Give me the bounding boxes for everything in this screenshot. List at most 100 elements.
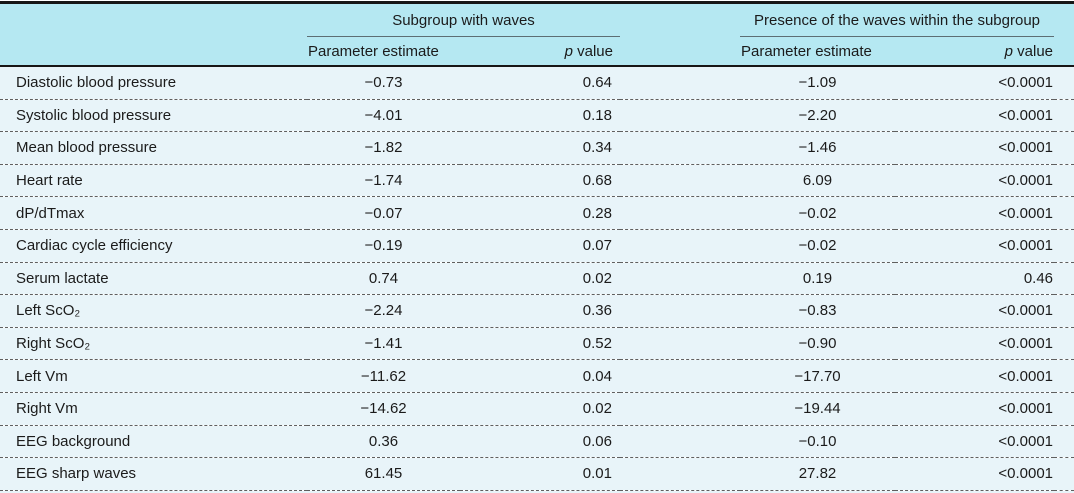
edge-cell	[1054, 392, 1074, 426]
table-row: EEG sharp waves 61.45 0.01 27.82 <0.0001	[0, 457, 1074, 491]
table-body: Diastolic blood pressure −0.73 0.64 −1.0…	[0, 66, 1074, 493]
gap-cell	[620, 392, 740, 426]
gap-cell	[620, 2, 740, 37]
p-value-1: 0.68	[460, 164, 620, 198]
edge-cell	[1054, 490, 1074, 493]
p-value-1: 0.18	[460, 99, 620, 133]
p-value-1: 0.01	[460, 457, 620, 491]
edge-cell	[1054, 425, 1074, 459]
corner-cell	[0, 36, 307, 67]
group-header-subgroup-with-waves: Subgroup with waves	[307, 2, 620, 37]
p-value-2: <0.0001	[895, 196, 1055, 230]
parameter-estimate-1-value: −2.24	[307, 294, 460, 328]
parameter-estimate-2-value: −0.02	[740, 196, 895, 230]
edge-cell	[1054, 327, 1074, 361]
row-label: Systolic blood pressure	[0, 99, 307, 133]
gap-cell	[620, 457, 740, 491]
edge-cell	[1054, 2, 1074, 37]
row-label: Cardiac cycle efficiency	[0, 229, 307, 263]
table-row: Serum lactate 0.74 0.02 0.19 0.46	[0, 262, 1074, 296]
row-label: SrO₂	[0, 490, 307, 493]
row-label: Heart rate	[0, 164, 307, 198]
row-label: dP/dTmax	[0, 196, 307, 230]
gap-cell	[620, 359, 740, 393]
group-header-row: Subgroup with waves Presence of the wave…	[0, 2, 1074, 37]
p-value-2: 0.46	[895, 262, 1055, 296]
p-value-2: <0.0001	[895, 99, 1055, 133]
corner-cell	[0, 2, 307, 37]
gap-cell	[620, 131, 740, 165]
parameter-estimate-1-value: 0.74	[307, 262, 460, 296]
gap-cell	[620, 490, 740, 493]
table-row: SrO₂ −3.19 0.18 −2.46 <0.0001	[0, 490, 1074, 493]
parameter-estimate-2-value: −17.70	[740, 359, 895, 393]
p-italic: p	[564, 42, 573, 60]
row-label: Left Vm	[0, 359, 307, 393]
p-value-1: 0.06	[460, 425, 620, 459]
sub-header-row: Parameter estimate p value Parameter est…	[0, 36, 1074, 67]
edge-cell	[1054, 131, 1074, 165]
parameter-estimate-1-value: 61.45	[307, 457, 460, 491]
p-value-1: 0.02	[460, 392, 620, 426]
p-value-2: <0.0001	[895, 359, 1055, 393]
parameter-estimate-1-value: −1.82	[307, 131, 460, 165]
parameter-estimate-2-value: −2.20	[740, 99, 895, 133]
parameter-estimate-1-value: −4.01	[307, 99, 460, 133]
parameter-estimate-1-value: −14.62	[307, 392, 460, 426]
parameter-estimate-1-value: −11.62	[307, 359, 460, 393]
p-value-1: 0.64	[460, 66, 620, 100]
edge-cell	[1054, 457, 1074, 491]
edge-cell	[1054, 36, 1074, 67]
p-value-2: <0.0001	[895, 131, 1055, 165]
edge-cell	[1054, 359, 1074, 393]
p-value-1: 0.02	[460, 262, 620, 296]
row-label: Right Vm	[0, 392, 307, 426]
parameter-estimate-2-value: −0.90	[740, 327, 895, 361]
p-value-2: <0.0001	[895, 229, 1055, 263]
edge-cell	[1054, 294, 1074, 328]
p-value-1: 0.34	[460, 131, 620, 165]
p-value-2: <0.0001	[895, 164, 1055, 198]
col-header-p-value-2: p value	[895, 36, 1055, 67]
gap-cell	[620, 229, 740, 263]
parameter-estimate-2-value: −2.46	[740, 490, 895, 493]
table-row: dP/dTmax −0.07 0.28 −0.02 <0.0001	[0, 196, 1074, 230]
edge-cell	[1054, 196, 1074, 230]
p-value-2: <0.0001	[895, 66, 1055, 100]
p-value-2: <0.0001	[895, 425, 1055, 459]
col-header-parameter-estimate-1: Parameter estimate	[307, 36, 460, 67]
edge-cell	[1054, 229, 1074, 263]
row-label: Mean blood pressure	[0, 131, 307, 165]
gap-cell	[620, 425, 740, 459]
table-row: Mean blood pressure −1.82 0.34 −1.46 <0.…	[0, 131, 1074, 165]
p-value-1: 0.07	[460, 229, 620, 263]
table-row: Left Vm −11.62 0.04 −17.70 <0.0001	[0, 359, 1074, 393]
table-row: Right ScO₂ −1.41 0.52 −0.90 <0.0001	[0, 327, 1074, 361]
table-row: Right Vm −14.62 0.02 −19.44 <0.0001	[0, 392, 1074, 426]
col-header-p-value-1: p value	[460, 36, 620, 67]
parameter-estimate-1-value: −3.19	[307, 490, 460, 493]
parameter-estimate-2-value: −1.09	[740, 66, 895, 100]
edge-cell	[1054, 262, 1074, 296]
group-header-presence-of-waves: Presence of the waves within the subgrou…	[740, 2, 1055, 37]
parameter-estimate-1-value: −1.74	[307, 164, 460, 198]
table-row: Heart rate −1.74 0.68 6.09 <0.0001	[0, 164, 1074, 198]
p-value-2: <0.0001	[895, 490, 1055, 493]
p-value-2: <0.0001	[895, 294, 1055, 328]
table-row: Cardiac cycle efficiency −0.19 0.07 −0.0…	[0, 229, 1074, 263]
gap-cell	[620, 196, 740, 230]
gap-cell	[620, 327, 740, 361]
parameter-estimate-2-value: 0.19	[740, 262, 895, 296]
gap-cell	[620, 294, 740, 328]
gap-cell	[620, 66, 740, 100]
p-value-1: 0.18	[460, 490, 620, 493]
parameter-estimate-1-value: −0.19	[307, 229, 460, 263]
p-italic: p	[1004, 42, 1013, 60]
parameter-estimate-2-value: −1.46	[740, 131, 895, 165]
parameter-estimate-1-value: −0.07	[307, 196, 460, 230]
table-row: Left ScO₂ −2.24 0.36 −0.83 <0.0001	[0, 294, 1074, 328]
parameter-estimate-2-value: −0.10	[740, 425, 895, 459]
parameter-estimate-1-value: −1.41	[307, 327, 460, 361]
p-value-1: 0.04	[460, 359, 620, 393]
